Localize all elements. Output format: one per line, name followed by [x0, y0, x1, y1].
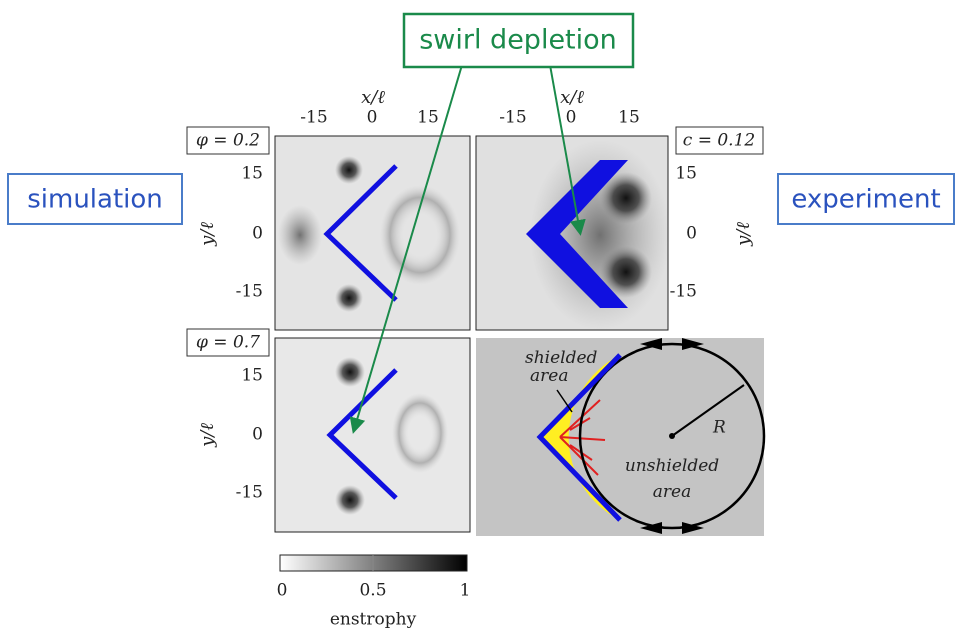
x-tick-label: 15: [417, 108, 439, 128]
colorbar-tick-label: 0: [277, 581, 288, 601]
colorbar-tick-label: 0.5: [359, 581, 386, 601]
center-dot: [669, 433, 675, 439]
label-line: area: [653, 482, 691, 502]
figure: simulation experiment shieldedarea R uns…: [0, 0, 955, 631]
blob: [380, 185, 460, 285]
side-label: simulation: [27, 185, 163, 215]
x-axis-label: x/ℓ: [361, 87, 385, 108]
x-axis-label: x/ℓ: [560, 87, 584, 108]
blob: [392, 393, 448, 473]
x-tick-label: 0: [367, 108, 378, 128]
y-tick-label: -15: [236, 282, 263, 302]
blob: [335, 357, 365, 387]
y-tick-label: 15: [241, 164, 263, 184]
side-label: experiment: [791, 185, 940, 215]
y-tick-label: -15: [670, 282, 697, 302]
blob: [335, 284, 363, 312]
y-tick-label: 15: [675, 164, 697, 184]
x-tick-label: 0: [566, 108, 577, 128]
label-line: area: [530, 366, 568, 386]
blob: [335, 156, 363, 184]
y-tick-label: -15: [236, 483, 263, 503]
x-tick-label: 15: [618, 108, 640, 128]
panel: [476, 136, 670, 330]
panel-tag: φ = 0.7: [196, 333, 260, 353]
x-tick-label: -15: [300, 108, 327, 128]
panel: [275, 136, 470, 330]
label-line: unshielded: [625, 456, 719, 476]
colorbar-tick-label: 1: [460, 581, 471, 601]
blob: [335, 485, 365, 515]
radius-label: R: [712, 418, 726, 438]
y-tick-label: 0: [252, 425, 263, 445]
blob: [278, 205, 322, 265]
y-axis-label: y/ℓ: [197, 423, 218, 448]
colorbar-label: enstrophy: [330, 610, 417, 630]
x-tick-label: -15: [499, 108, 526, 128]
y-tick-label: 0: [252, 224, 263, 244]
panel-tag: c = 0.12: [683, 131, 755, 151]
y-axis-label: y/ℓ: [197, 222, 218, 247]
y-tick-label: 15: [241, 366, 263, 386]
y-axis-label: y/ℓ: [733, 222, 754, 247]
y-tick-label: 0: [686, 224, 697, 244]
panel-tag: φ = 0.2: [196, 131, 260, 151]
label-line: shielded: [525, 348, 598, 368]
callout-label: swirl depletion: [419, 25, 617, 56]
